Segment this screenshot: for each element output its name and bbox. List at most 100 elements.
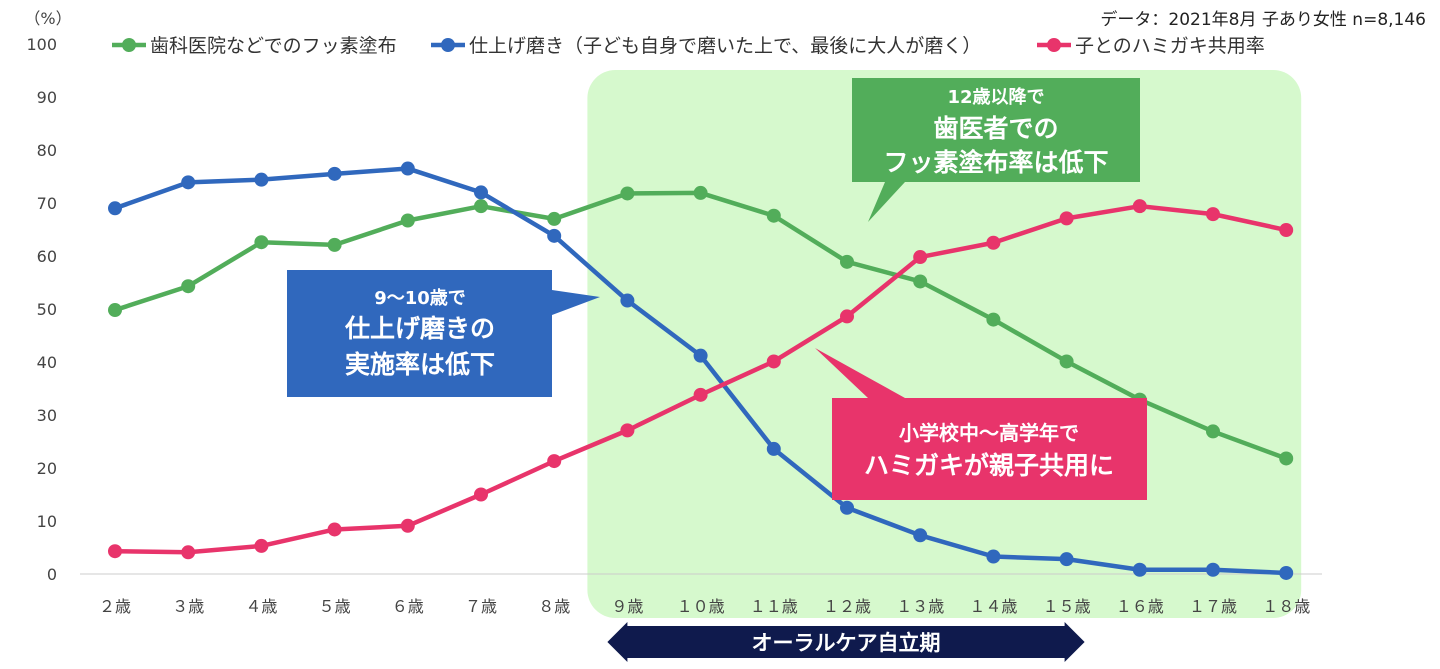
data-point-series-1 <box>400 213 415 228</box>
data-point-series-3 <box>108 544 122 559</box>
data-point-series-2 <box>547 228 562 243</box>
x-tick-label: １７歳 <box>1189 597 1237 616</box>
y-tick-label: 70 <box>37 194 57 213</box>
y-tick-label: 40 <box>37 353 57 372</box>
y-tick-label: 10 <box>37 512 57 531</box>
data-point-series-1 <box>913 274 928 289</box>
data-point-series-2 <box>620 293 635 308</box>
data-point-series-2 <box>474 185 488 200</box>
data-point-series-2 <box>986 549 1001 564</box>
data-point-series-2 <box>693 348 708 363</box>
data-point-series-2 <box>1279 565 1294 580</box>
data-point-series-1 <box>766 208 781 223</box>
data-point-series-2 <box>254 172 269 187</box>
data-point-series-3 <box>766 354 781 369</box>
data-point-series-2 <box>1132 562 1147 577</box>
period-arrow-label: オーラルケア自立期 <box>752 631 941 655</box>
y-tick-label: 60 <box>37 247 57 266</box>
callout-pink <box>815 348 1147 500</box>
callout-blue-line: 実施率は低下 <box>345 350 495 379</box>
data-point-series-3 <box>986 235 1001 250</box>
data-point-series-3 <box>400 518 415 533</box>
x-tick-label: １６歳 <box>1116 597 1164 616</box>
y-unit-label: （%） <box>24 9 71 28</box>
data-point-series-3 <box>840 309 854 324</box>
x-tick-label: ５歳 <box>319 597 351 616</box>
legend-label: 仕上げ磨き（子ども自身で磨いた上で、最後に大人が磨く） <box>469 35 981 57</box>
data-point-series-1 <box>1279 451 1294 466</box>
data-point-series-1 <box>181 279 196 294</box>
data-point-series-1 <box>620 186 635 201</box>
callout-green-line: 12歳以降で <box>947 86 1044 108</box>
data-point-series-1 <box>693 185 708 200</box>
y-tick-label: 100 <box>26 35 57 54</box>
x-tick-label: １８歳 <box>1262 597 1310 616</box>
legend-label: 歯科医院などでのフッ素塗布 <box>150 34 397 57</box>
data-point-series-1 <box>108 303 122 318</box>
legend-swatch-marker <box>441 38 455 52</box>
data-point-series-1 <box>327 237 342 252</box>
data-point-series-1 <box>986 312 1001 327</box>
callout-blue-line: 仕上げ磨きの <box>344 314 495 343</box>
data-point-series-3 <box>547 454 562 469</box>
data-point-series-2 <box>400 161 415 176</box>
x-tick-label: １０歳 <box>677 597 725 616</box>
x-tick-label: ８歳 <box>538 597 570 616</box>
data-point-series-3 <box>693 387 708 402</box>
callout-green <box>852 78 1140 222</box>
data-point-series-1 <box>1059 354 1074 369</box>
data-point-series-3 <box>913 250 928 265</box>
x-tick-label: １３歳 <box>896 597 944 616</box>
period-arrow <box>607 622 1085 662</box>
data-point-series-1 <box>840 254 854 269</box>
y-tick-label: 50 <box>37 300 57 319</box>
x-tick-label: ７歳 <box>465 597 497 616</box>
callout-green-line: フッ素塗布率は低下 <box>883 148 1108 177</box>
x-tick-label: １２歳 <box>823 597 871 616</box>
legend-label: 子とのハミガキ共用率 <box>1075 35 1265 57</box>
x-tick-label: １１歳 <box>750 597 798 616</box>
y-tick-label: 80 <box>37 141 57 160</box>
callout-pink-line: 小学校中～高学年で <box>899 421 1079 445</box>
y-tick-label: 20 <box>37 459 57 478</box>
legend-swatch-marker <box>1047 38 1061 52</box>
data-point-series-2 <box>840 500 854 515</box>
y-tick-label: 90 <box>37 88 57 107</box>
callout-blue <box>287 270 600 397</box>
data-point-series-3 <box>1206 207 1220 222</box>
data-point-series-2 <box>1206 562 1220 577</box>
data-point-series-3 <box>181 545 196 560</box>
data-point-series-2 <box>327 166 342 181</box>
data-point-series-1 <box>1206 424 1220 439</box>
callout-blue-line: 9～10歳で <box>374 288 466 309</box>
data-point-series-3 <box>474 487 488 502</box>
data-point-series-2 <box>108 201 122 216</box>
data-point-series-1 <box>474 199 488 214</box>
data-point-series-2 <box>913 528 928 543</box>
data-point-series-1 <box>547 211 562 226</box>
x-tick-label: １４歳 <box>969 597 1017 616</box>
callout-pink-line: ハミガキが親子共用に <box>864 451 1114 480</box>
legend-swatch-marker <box>122 38 136 52</box>
y-tick-label: 30 <box>37 406 57 425</box>
data-point-series-3 <box>620 423 635 438</box>
data-point-series-2 <box>766 441 781 456</box>
data-point-series-3 <box>1059 211 1074 226</box>
data-point-series-3 <box>1279 223 1294 238</box>
data-point-series-2 <box>1059 552 1074 567</box>
data-point-series-3 <box>327 522 342 537</box>
x-tick-label: ６歳 <box>392 597 424 616</box>
data-point-series-3 <box>254 538 269 553</box>
x-tick-label: ９歳 <box>611 597 643 616</box>
x-tick-label: ３歳 <box>172 597 204 616</box>
data-point-series-2 <box>181 175 196 190</box>
x-tick-label: １５歳 <box>1043 597 1091 616</box>
callout-green-line: 歯医者での <box>933 114 1058 143</box>
source-note: データ：2021年8月 子あり女性 n=8,146 <box>1100 9 1426 30</box>
x-tick-label: ２歳 <box>99 597 131 616</box>
x-tick-label: ４歳 <box>245 597 277 616</box>
data-point-series-3 <box>1132 199 1147 214</box>
data-point-series-1 <box>254 235 269 250</box>
y-tick-label: 0 <box>47 565 57 584</box>
